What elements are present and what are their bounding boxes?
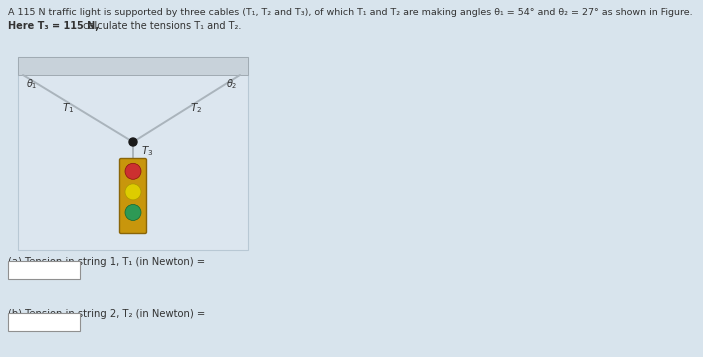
- Text: Here T₃ = 115 N,: Here T₃ = 115 N,: [8, 21, 99, 31]
- Circle shape: [129, 138, 137, 146]
- Text: $T_1$: $T_1$: [62, 102, 74, 115]
- Text: $\theta_1$: $\theta_1$: [26, 77, 37, 91]
- Text: $\theta_2$: $\theta_2$: [226, 77, 238, 91]
- Text: (b) Tension in string 2, T₂ (in Newton) =: (b) Tension in string 2, T₂ (in Newton) …: [8, 309, 205, 319]
- Bar: [8, 261, 80, 279]
- Text: (a) Tension in string 1, T₁ (in Newton) =: (a) Tension in string 1, T₁ (in Newton) …: [8, 257, 205, 267]
- Bar: [8, 313, 80, 331]
- Text: $T_3$: $T_3$: [141, 144, 153, 158]
- Circle shape: [125, 163, 141, 179]
- Circle shape: [125, 184, 141, 200]
- Text: $T_2$: $T_2$: [191, 102, 202, 115]
- Bar: [18, 57, 248, 250]
- Text: A 115 N traffic light is supported by three cables (T₁, T₂ and T₃), of which T₁ : A 115 N traffic light is supported by th…: [8, 8, 692, 17]
- Bar: [18, 57, 248, 75]
- Circle shape: [125, 205, 141, 221]
- Text: calculate the tensions T₁ and T₂.: calculate the tensions T₁ and T₂.: [80, 21, 241, 31]
- FancyBboxPatch shape: [120, 159, 146, 233]
